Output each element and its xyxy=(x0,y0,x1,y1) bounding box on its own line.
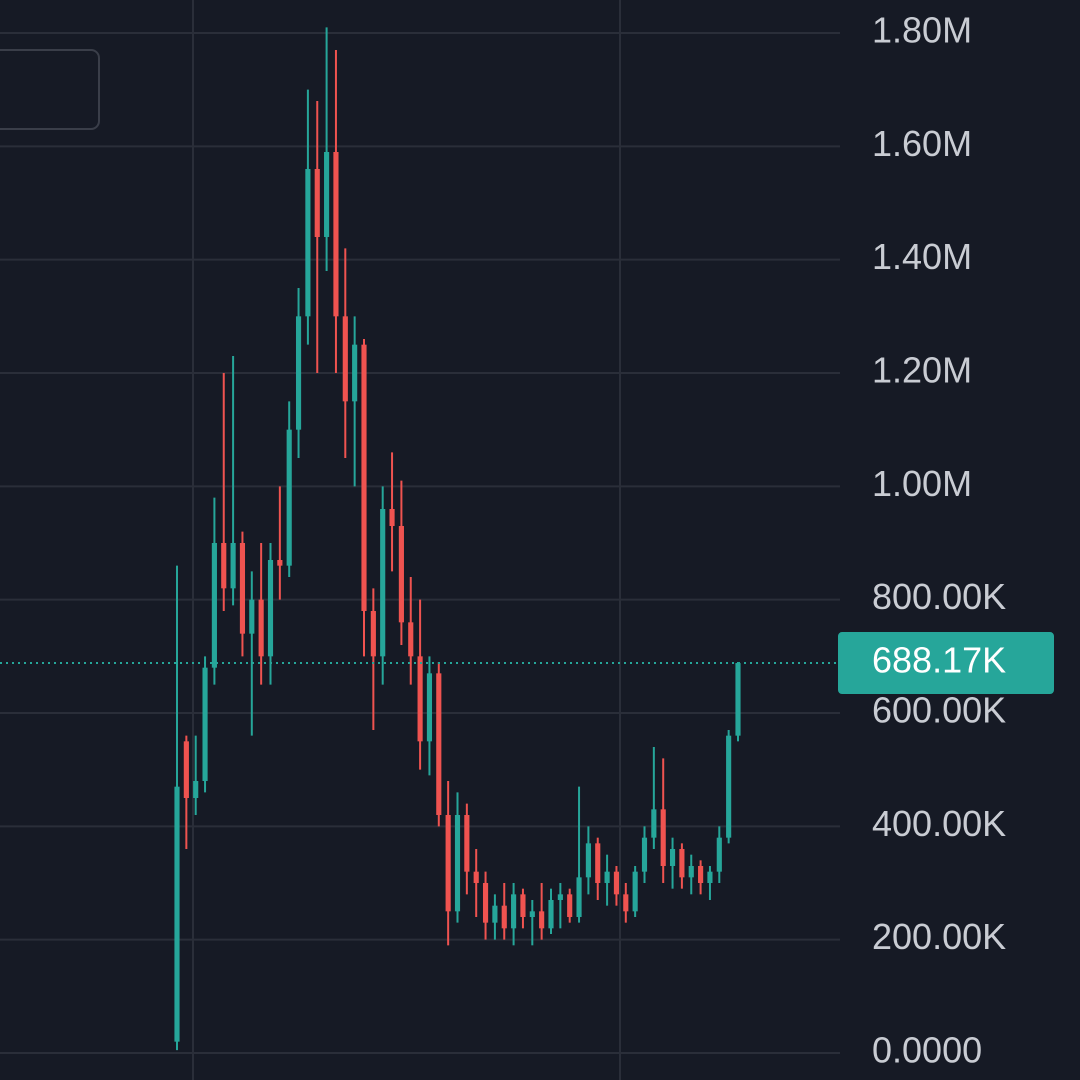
candle-body xyxy=(539,911,545,929)
candle-body xyxy=(342,316,348,402)
y-tick-label: 1.00M xyxy=(872,463,972,504)
candle-body xyxy=(576,877,582,917)
candle-body xyxy=(426,673,433,742)
y-tick-label: 1.60M xyxy=(872,123,972,164)
candle-body xyxy=(520,894,526,917)
y-tick-label: 600.00K xyxy=(872,690,1006,731)
candle-body xyxy=(305,169,311,317)
candle-body xyxy=(548,900,554,929)
y-axis: 0.0000 200.00K 400.00K 600.00K 800.00K 1.00M 1… xyxy=(838,10,1054,1071)
candle-body xyxy=(408,622,414,657)
grid xyxy=(0,32,840,1054)
candle-body xyxy=(295,316,302,430)
candle-body xyxy=(370,611,376,657)
candle-body xyxy=(716,837,722,872)
candle-body xyxy=(174,786,180,1042)
candle-body xyxy=(688,866,694,878)
candle-body xyxy=(352,344,358,402)
candle-body xyxy=(202,667,208,781)
last-price-badge xyxy=(838,632,1054,695)
candle-body xyxy=(333,152,339,317)
candle-body xyxy=(417,656,423,742)
candle-body xyxy=(324,152,330,237)
candle-body xyxy=(529,911,535,917)
candle-body xyxy=(286,429,292,566)
candle-body xyxy=(557,894,563,900)
candle-body xyxy=(641,837,648,872)
candle-body xyxy=(183,741,189,798)
candles xyxy=(0,27,840,1051)
y-tick-label: 400.00K xyxy=(872,803,1006,844)
candle-body xyxy=(267,560,274,657)
overlay-box xyxy=(0,49,100,130)
candle-body xyxy=(277,560,283,566)
candle-body xyxy=(585,843,591,878)
candle-body xyxy=(735,663,741,736)
candle-body xyxy=(211,543,217,668)
candle-body xyxy=(436,673,442,815)
candle-body xyxy=(464,815,470,872)
last-price-label: 688.17K xyxy=(872,640,1006,681)
candle-body xyxy=(651,809,657,838)
candle-body xyxy=(380,509,386,657)
y-tick-label: 0.0000 xyxy=(872,1030,982,1071)
candle-body xyxy=(632,871,638,912)
candle-body xyxy=(707,871,713,883)
y-tick-label: 200.00K xyxy=(872,916,1006,957)
candle-body xyxy=(445,815,451,912)
candle-body xyxy=(726,735,732,838)
candle-body xyxy=(492,905,498,923)
candle-body xyxy=(482,883,489,923)
candle-body xyxy=(221,543,227,589)
candle-body xyxy=(389,509,395,526)
candle-body xyxy=(660,809,666,866)
candle-body xyxy=(249,599,255,634)
candle-body xyxy=(230,543,236,589)
candle-body xyxy=(314,169,320,237)
candle-body xyxy=(239,543,246,634)
candle-body xyxy=(398,526,404,623)
candle-body xyxy=(595,843,601,883)
candle-body xyxy=(473,871,479,883)
candle-body xyxy=(193,781,199,798)
candle-body xyxy=(501,905,507,929)
y-tick-label: 1.80M xyxy=(872,10,972,51)
candle-body xyxy=(258,599,264,657)
candle-body xyxy=(567,894,573,917)
candle-body xyxy=(454,815,461,912)
candle-body xyxy=(679,849,685,878)
y-tick-label: 1.40M xyxy=(872,236,972,277)
candle-body xyxy=(613,871,620,895)
y-tick-label: 800.00K xyxy=(872,576,1006,617)
candle-body xyxy=(623,894,629,912)
y-tick-label: 1.20M xyxy=(872,350,972,391)
candle-body xyxy=(669,849,676,866)
candle-body xyxy=(604,871,610,883)
candle-body xyxy=(698,866,704,883)
candle-body xyxy=(511,894,517,929)
candle-body xyxy=(361,344,367,611)
